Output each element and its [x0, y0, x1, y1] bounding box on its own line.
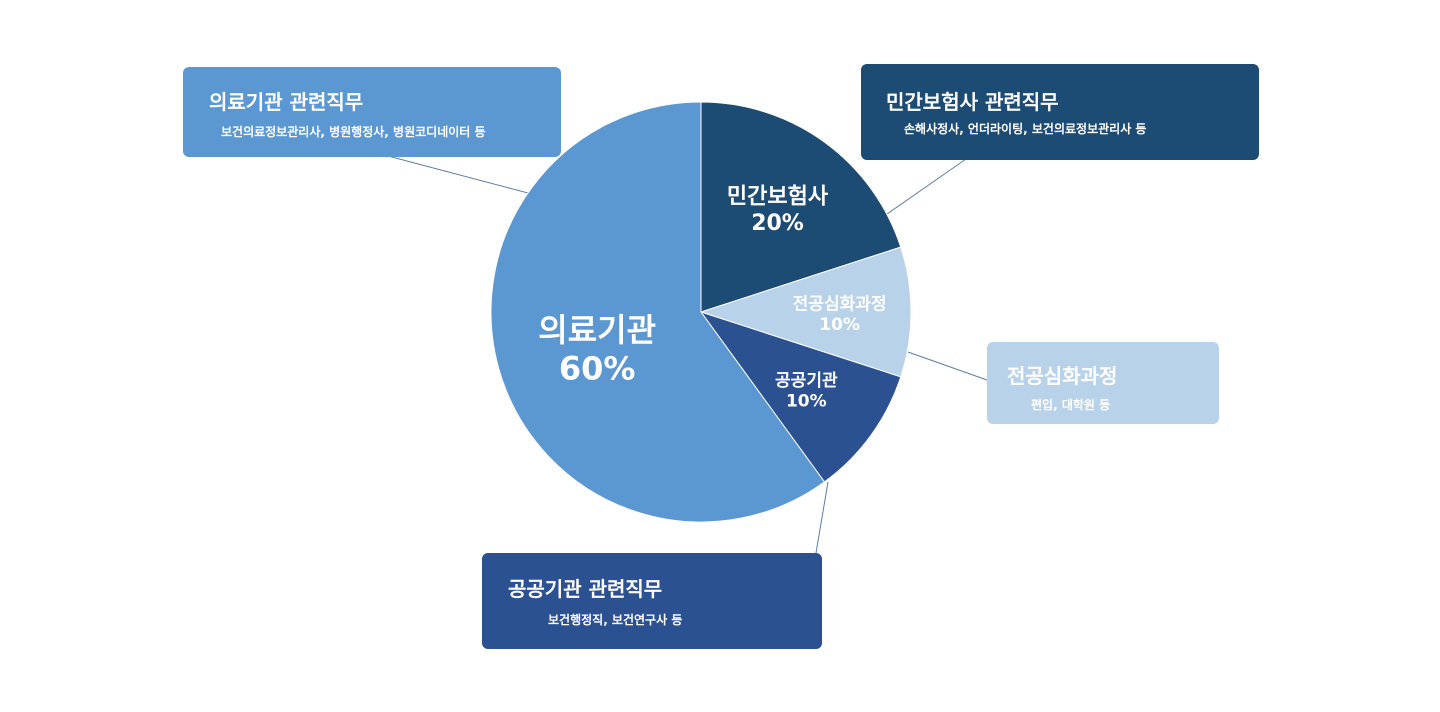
connector-advanced-course	[907, 351, 988, 381]
callout-private-insurer: 민간보험사 관련직무 손해사정사, 언더라이팅, 보건의료정보관리사 등	[861, 64, 1259, 160]
callout-public-institution-description: 보건행정직, 보건연구사 등	[548, 613, 683, 627]
connector-public	[815, 481, 829, 554]
slice-value-advanced-course: 10%	[819, 315, 860, 335]
callout-private-insurer-description: 손해사정사, 언더라이팅, 보건의료정보관리사 등	[904, 122, 1147, 136]
slice-name-private-insurer: 민간보험사	[727, 183, 829, 209]
connector-private	[886, 158, 967, 215]
slice-name-medical-institution: 의료기관	[538, 311, 656, 349]
pie-slice-medical-institution	[490, 101, 826, 523]
callout-connectors	[387, 155, 988, 554]
callout-medical-description: 보건의료정보관리사, 병원행정사, 병원코디네이터 등	[221, 125, 486, 139]
callout-medical: 의료기관 관련직무 보건의료정보관리사, 병원행정사, 병원코디네이터 등	[183, 67, 561, 157]
slice-name-public-institution: 공공기관	[775, 371, 838, 391]
slice-value-medical-institution: 60%	[559, 349, 636, 387]
slice-value-public-institution: 10%	[786, 391, 827, 411]
callout-public-institution: 공공기관 관련직무 보건행정직, 보건연구사 등	[482, 553, 822, 649]
callout-private-insurer-title: 민간보험사 관련직무	[886, 90, 1059, 114]
callout-advanced-course-title: 전공심화과정	[1007, 364, 1118, 388]
callout-advanced-course-description: 편입, 대학원 등	[1031, 398, 1111, 412]
connector-medical	[387, 155, 529, 194]
pie-slices	[490, 101, 912, 523]
pie-slice-public-institution	[699, 311, 902, 483]
pie-slice-private-insurer	[700, 101, 902, 313]
callout-medical-title: 의료기관 관련직무	[209, 90, 364, 114]
slice-name-advanced-course: 전공심화과정	[793, 294, 887, 314]
callout-advanced-course: 전공심화과정 편입, 대학원 등	[987, 342, 1219, 424]
pie-slice-advanced-course	[699, 246, 912, 378]
callout-public-institution-title: 공공기관 관련직무	[508, 577, 663, 601]
slice-value-private-insurer: 20%	[751, 211, 804, 236]
